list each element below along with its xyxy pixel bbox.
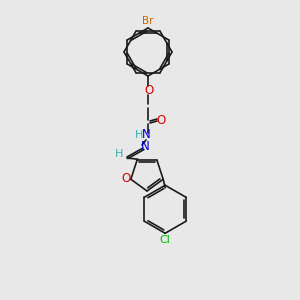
Text: Cl: Cl — [160, 235, 171, 245]
Text: H: H — [135, 130, 143, 140]
Text: O: O — [121, 172, 130, 185]
Text: Br: Br — [142, 16, 154, 26]
Text: O: O — [144, 83, 154, 97]
Text: O: O — [156, 113, 166, 127]
Text: N: N — [141, 140, 149, 154]
Text: H: H — [115, 149, 123, 159]
Text: N: N — [142, 128, 150, 142]
